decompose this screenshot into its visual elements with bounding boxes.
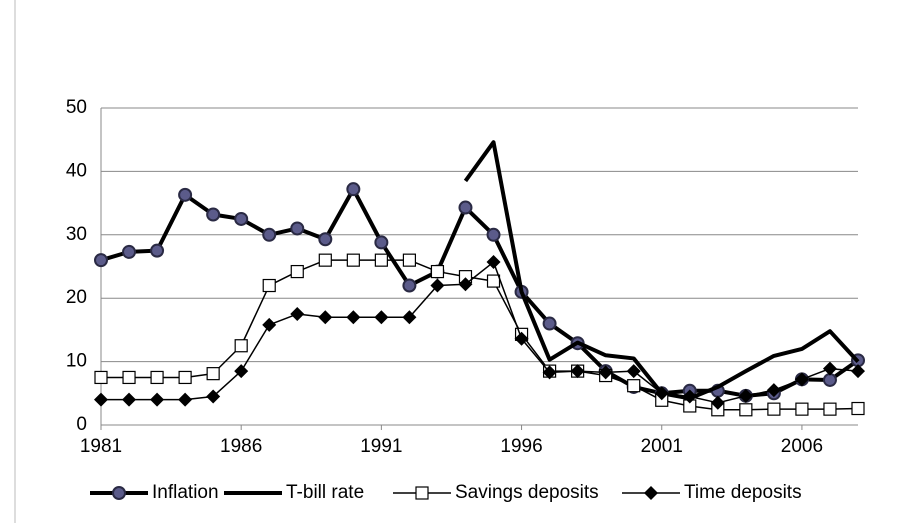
- series-line: [101, 259, 859, 411]
- marker: [486, 274, 501, 288]
- marker: [234, 211, 249, 226]
- marker: [262, 278, 276, 293]
- marker: [851, 364, 865, 379]
- y-tick-label: 30: [66, 224, 87, 245]
- legend-label: Inflation: [152, 482, 219, 503]
- x-tick-label: 1991: [360, 436, 402, 457]
- marker: [822, 372, 837, 387]
- y-tick-label: 50: [66, 97, 87, 118]
- legend-label: Time deposits: [684, 482, 802, 503]
- marker: [94, 253, 108, 268]
- legend-item: Time deposits: [622, 482, 802, 503]
- marker: [112, 486, 126, 500]
- marker: [290, 307, 305, 322]
- marker: [374, 235, 389, 250]
- x-tick-label: 1996: [500, 436, 542, 457]
- marker: [739, 403, 753, 417]
- marker: [234, 339, 248, 353]
- marker: [178, 187, 193, 202]
- marker: [206, 367, 220, 381]
- marker: [94, 370, 108, 385]
- marker: [851, 401, 865, 416]
- marker: [767, 402, 781, 416]
- marker: [318, 253, 332, 267]
- marker: [570, 364, 585, 379]
- marker: [122, 244, 137, 259]
- marker: [430, 264, 445, 279]
- marker: [627, 379, 641, 393]
- marker: [402, 253, 417, 267]
- marker: [542, 316, 557, 331]
- series-line: [463, 140, 860, 401]
- legend-item: T-bill rate: [224, 482, 364, 503]
- marker: [94, 392, 108, 407]
- marker: [346, 253, 360, 267]
- series-line: [100, 187, 860, 398]
- x-tick-label: 1986: [220, 436, 262, 457]
- marker: [542, 365, 557, 380]
- marker: [122, 370, 136, 385]
- marker: [122, 392, 137, 407]
- y-tick-label: 40: [66, 160, 87, 181]
- x-tick-label: 2006: [781, 436, 823, 457]
- legend-label: T-bill rate: [286, 482, 364, 503]
- marker: [234, 364, 249, 379]
- marker: [290, 264, 304, 279]
- marker: [374, 253, 388, 267]
- marker: [822, 361, 837, 376]
- marker: [710, 395, 725, 410]
- marker: [402, 278, 417, 293]
- marker: [514, 331, 529, 346]
- marker: [318, 232, 333, 247]
- marker: [262, 317, 277, 332]
- marker: [626, 364, 641, 379]
- marker: [206, 207, 221, 222]
- marker: [738, 388, 753, 403]
- marker: [346, 310, 361, 325]
- marker: [290, 221, 305, 236]
- marker: [206, 389, 221, 404]
- marker: [150, 243, 165, 258]
- y-tick-label: 20: [66, 287, 87, 308]
- legend-item: Savings deposits: [393, 482, 599, 503]
- marker: [458, 277, 473, 292]
- series-line: [101, 261, 859, 404]
- marker: [415, 486, 429, 500]
- marker: [150, 370, 164, 385]
- y-tick-label: 0: [76, 414, 87, 435]
- x-tick-label: 2001: [641, 436, 683, 457]
- marker: [486, 227, 501, 242]
- marker: [150, 392, 165, 407]
- marker: [598, 365, 613, 380]
- marker: [402, 310, 417, 325]
- x-tick-label: 1981: [80, 436, 122, 457]
- marker: [178, 392, 193, 407]
- marker: [644, 486, 658, 500]
- legend-item: Inflation: [90, 482, 219, 503]
- marker: [458, 200, 473, 215]
- marker: [430, 278, 445, 293]
- marker: [486, 255, 501, 270]
- marker: [346, 182, 361, 197]
- marker: [794, 372, 809, 387]
- marker: [262, 227, 277, 242]
- marker: [823, 402, 837, 416]
- marker: [795, 402, 809, 416]
- marker: [682, 389, 697, 404]
- marker: [654, 386, 669, 401]
- marker: [374, 310, 389, 325]
- marker: [318, 310, 333, 325]
- y-tick-label: 10: [66, 351, 87, 372]
- marker: [178, 370, 192, 385]
- marker: [766, 383, 781, 398]
- legend-label: Savings deposits: [455, 482, 599, 503]
